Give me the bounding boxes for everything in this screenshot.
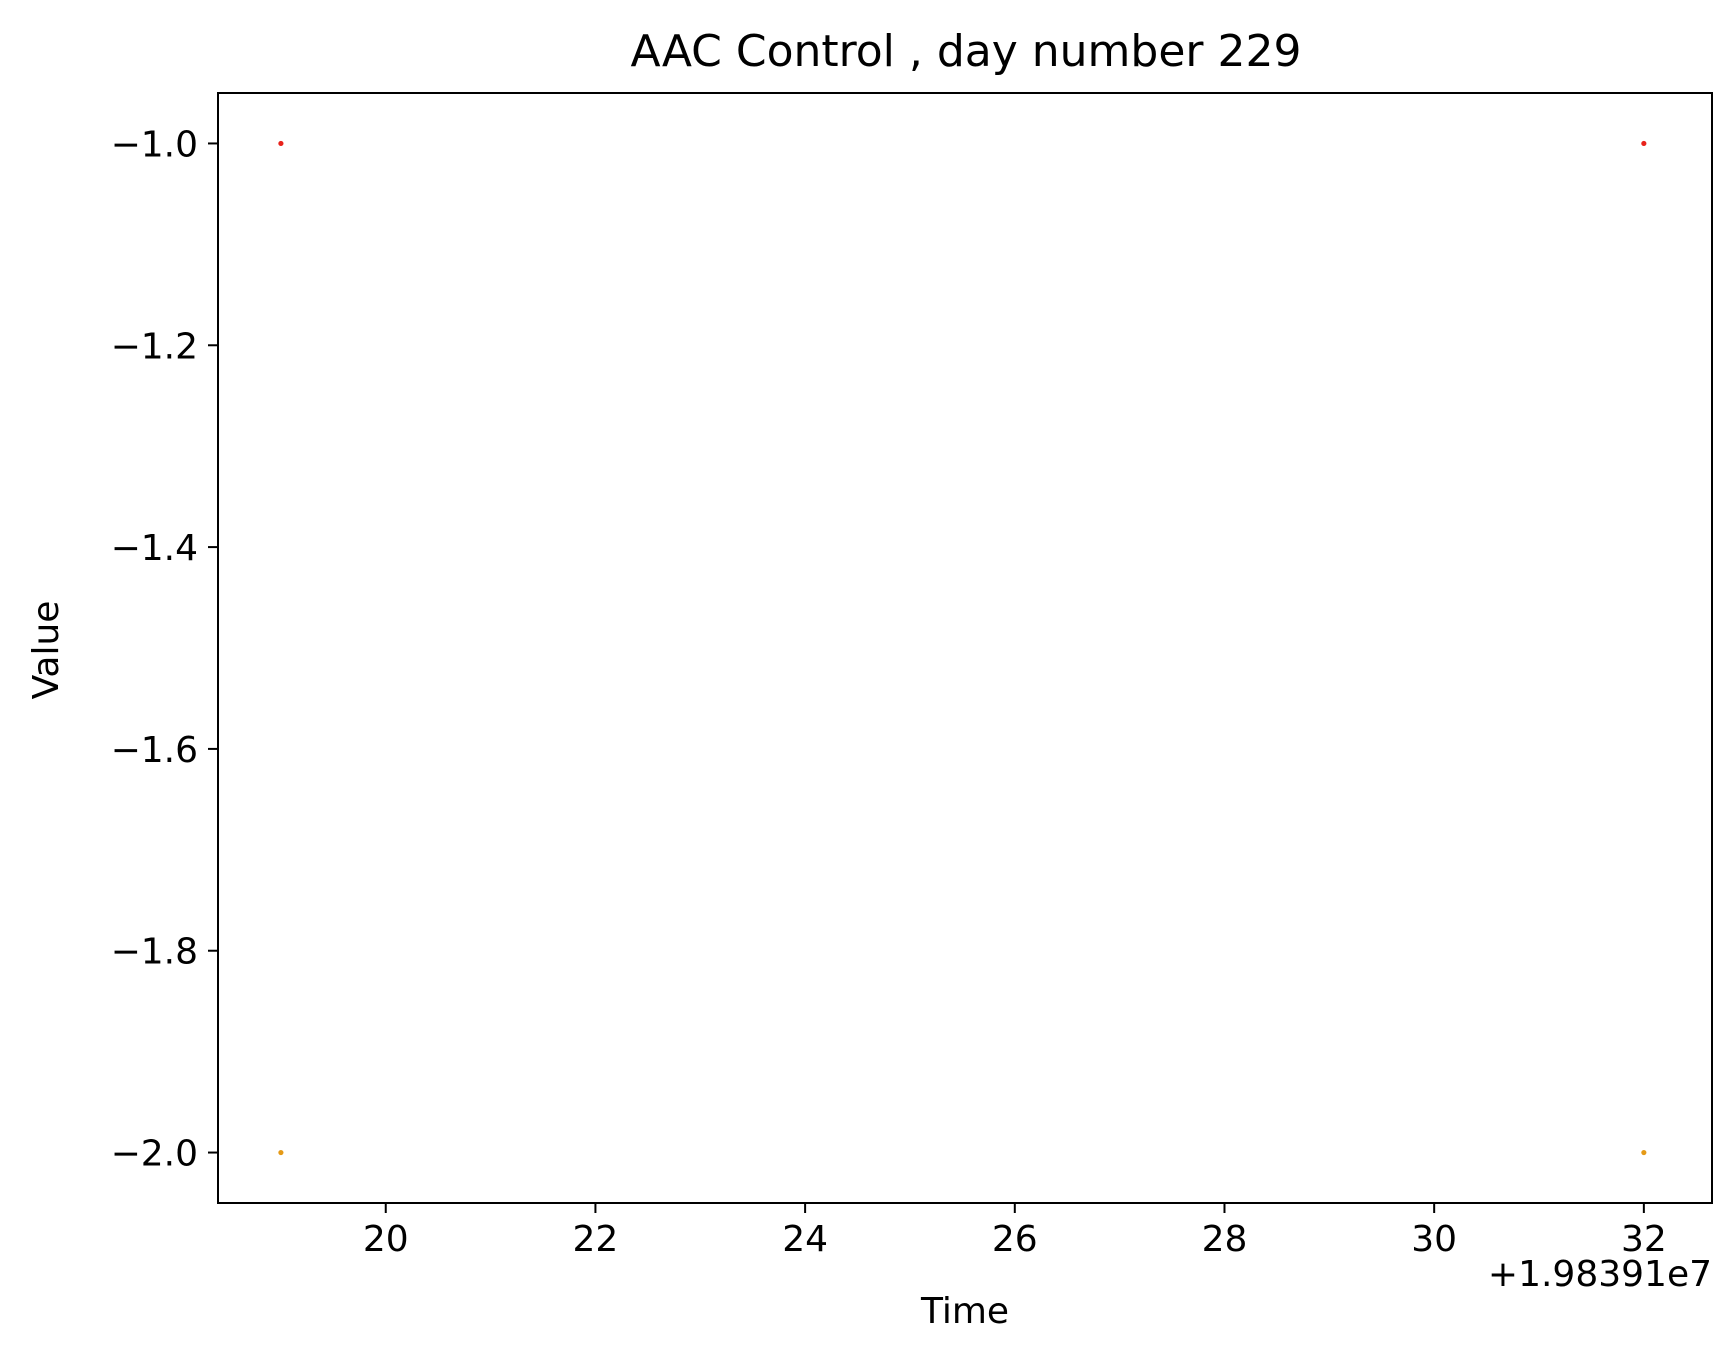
data-point-series-2 [278, 1149, 284, 1156]
chart-title: AAC Control , day number 229 [631, 26, 1302, 77]
x-axis-offset-label: +1.98391e7 [1488, 1254, 1712, 1295]
x-tick-label: 22 [573, 1219, 619, 1260]
y-axis: −1.0 −1.2 −1.4 −1.6 −1.8 −2.0 [111, 124, 218, 1175]
data-point-series-1 [1641, 140, 1647, 147]
x-tick-label: 26 [992, 1219, 1038, 1260]
y-tick-label: −1.0 [111, 124, 198, 165]
y-tick-label: −1.8 [111, 932, 198, 973]
x-axis-label: Time [920, 1291, 1009, 1332]
y-tick-label: −1.4 [111, 528, 198, 569]
x-tick-label: 24 [782, 1219, 828, 1260]
x-tick-label: 20 [363, 1219, 409, 1260]
x-tick-label: 32 [1621, 1219, 1667, 1260]
data-point-series-1 [278, 140, 284, 147]
y-tick-label: −1.2 [111, 326, 198, 367]
axes-frame [217, 92, 1713, 1204]
x-tick-label: 30 [1411, 1219, 1457, 1260]
data-point-series-2 [1641, 1149, 1647, 1156]
y-axis-label: Value [26, 601, 67, 700]
y-tick-label: −1.6 [111, 730, 198, 771]
y-tick-label: −2.0 [111, 1134, 198, 1175]
x-tick-label: 28 [1202, 1219, 1248, 1260]
plot-area [278, 140, 1647, 1156]
x-axis: 20 22 24 26 28 30 32 [363, 1203, 1667, 1260]
